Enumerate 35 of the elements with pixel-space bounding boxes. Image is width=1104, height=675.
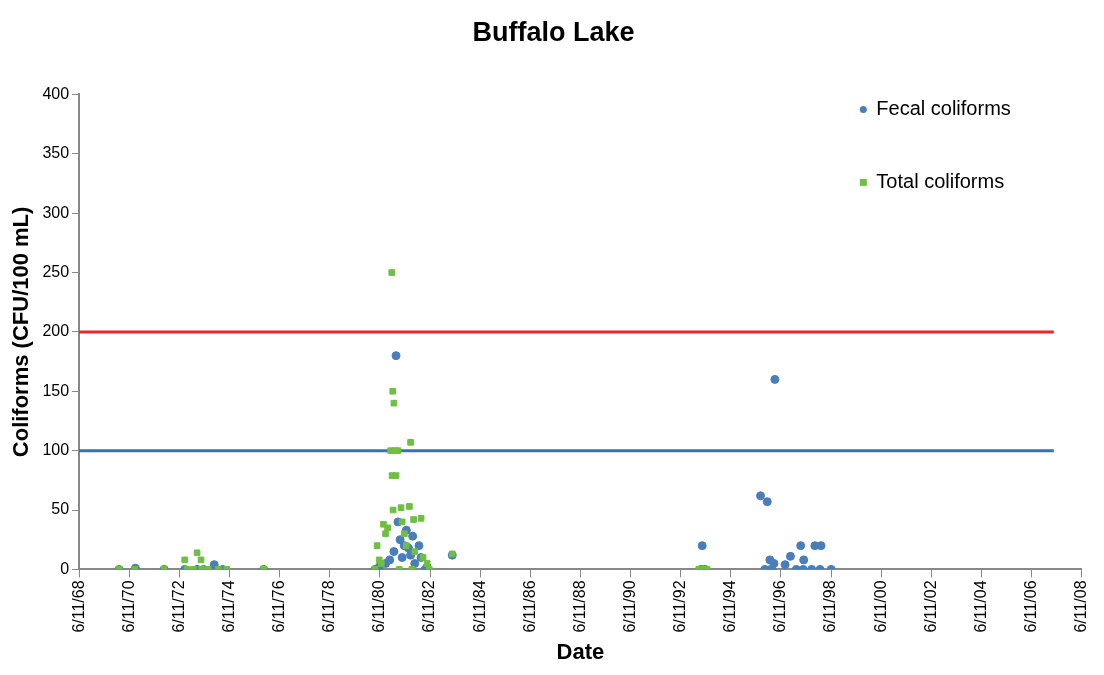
x-tick-label: 6/11/76 [270, 580, 288, 633]
y-tick-label: 400 [42, 84, 70, 102]
x-axis-title: Date [556, 638, 605, 664]
x-tick-label: 6/11/00 [871, 580, 889, 633]
y-tick-label: 0 [60, 559, 70, 577]
y-axis-title: Coliforms (CFU/100 mL) [8, 206, 34, 458]
x-tick-label: 6/11/68 [69, 580, 87, 633]
chart-title: Buffalo Lake [472, 16, 635, 47]
x-tick-label: 6/11/02 [921, 580, 939, 633]
x-tick-label: 6/11/72 [169, 580, 187, 633]
y-tick-label: 150 [42, 381, 70, 399]
x-tick-label: 6/11/82 [420, 580, 438, 633]
x-tick-label: 6/11/84 [470, 580, 488, 633]
x-tick-label: 6/11/04 [971, 580, 989, 633]
legend-label: Fecal coliforms [876, 96, 1011, 119]
y-tick-label: 350 [42, 144, 70, 162]
y-tick-label: 100 [42, 441, 70, 459]
y-tick-label: 200 [42, 322, 70, 340]
y-tick-label: 300 [42, 203, 70, 221]
x-tick-label: 6/11/06 [1022, 580, 1040, 633]
x-tick-label: 6/11/92 [671, 580, 689, 633]
x-tick-label: 6/11/70 [119, 580, 137, 633]
x-tick-label: 6/11/78 [320, 580, 338, 633]
x-tick-label: 6/11/90 [620, 580, 638, 633]
x-tick-label: 6/11/88 [570, 580, 588, 633]
y-tick-label: 250 [42, 262, 70, 280]
x-tick-label: 6/11/74 [219, 580, 237, 633]
x-tick-label: 6/11/96 [771, 580, 789, 633]
y-tick-label: 50 [51, 500, 70, 518]
x-tick-label: 6/11/86 [520, 580, 538, 633]
x-tick-label: 6/11/80 [370, 580, 388, 633]
x-tick-label: 6/11/94 [721, 580, 739, 633]
legend-label: Total coliforms [876, 169, 1005, 192]
x-tick-label: 6/11/08 [1072, 580, 1090, 633]
x-tick-label: 6/11/98 [821, 580, 839, 633]
